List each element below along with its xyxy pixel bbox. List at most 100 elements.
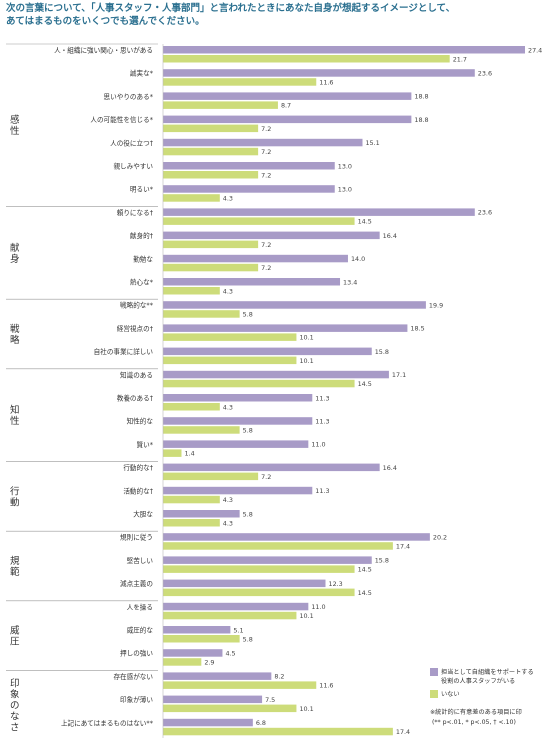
category-label: 上記にあてはまるものはない**	[61, 718, 154, 727]
bar-supported	[163, 602, 309, 611]
bar-not-supported	[163, 287, 220, 295]
value-label: 11.3	[315, 418, 329, 426]
category-label: 印象が薄い	[120, 695, 153, 704]
bar-supported	[163, 254, 348, 263]
value-label: 17.1	[392, 371, 406, 379]
bar-not-supported	[163, 217, 355, 225]
bar-not-supported	[163, 333, 297, 341]
bar-supported	[163, 649, 223, 657]
bar-not-supported	[163, 263, 259, 272]
value-label: 16.4	[383, 464, 397, 472]
category-label: 行動的な†	[123, 463, 153, 472]
category-label: 大胆な	[133, 510, 153, 519]
bar-not-supported	[163, 55, 450, 63]
bar-supported	[163, 115, 412, 124]
legend-swatch-supported	[430, 668, 438, 676]
bar-not-supported	[163, 147, 259, 156]
value-label: 10.1	[299, 705, 313, 713]
bar-supported	[163, 579, 326, 588]
legend-swatch-not-supported	[430, 690, 438, 698]
value-label: 14.5	[358, 380, 372, 388]
value-label: 5.8	[243, 427, 253, 435]
category-label: 明るい*	[130, 186, 154, 194]
category-label: 堅苦しい	[127, 556, 154, 565]
bar-not-supported	[163, 356, 297, 365]
bar-not-supported	[163, 495, 220, 504]
value-label: 11.3	[315, 487, 329, 495]
group-label-char: 知	[10, 404, 20, 416]
category-label: 賢い*	[137, 441, 154, 449]
bar-not-supported	[163, 426, 240, 434]
bar-not-supported	[163, 519, 220, 527]
category-label: 熱心な*	[130, 278, 154, 287]
bar-supported	[163, 533, 430, 541]
category-label: 知性的な	[127, 417, 154, 426]
bar-not-supported	[163, 611, 297, 620]
value-label: 7.5	[265, 696, 275, 704]
value-label: 2.9	[204, 659, 214, 667]
bar-not-supported	[163, 310, 240, 318]
value-label: 5.8	[243, 635, 253, 643]
category-label: 思いやりのある*	[104, 93, 154, 101]
value-label: 4.3	[223, 519, 233, 527]
group-label-char: 規	[10, 556, 20, 567]
value-label: 18.8	[414, 93, 428, 101]
value-label: 13.0	[338, 186, 352, 194]
group-label-char: の	[10, 701, 20, 712]
value-label: 14.5	[358, 566, 372, 574]
value-label: 14.0	[351, 255, 365, 263]
value-label: 21.7	[453, 55, 467, 63]
value-label: 15.8	[375, 557, 389, 565]
value-label: 17.4	[396, 543, 410, 551]
group-label-char: 戦	[10, 323, 20, 335]
value-label: 5.1	[233, 626, 243, 634]
bar-not-supported	[163, 472, 259, 481]
group-label-char: 感	[10, 114, 20, 126]
title-line-1: 次の言葉について、「人事スタッフ・人事部門」と言われたときにあなた自身が想起する…	[6, 3, 456, 14]
value-label: 5.8	[243, 510, 253, 518]
group-label-char: 性	[10, 125, 20, 137]
group-label-char: な	[10, 712, 20, 723]
value-label: 11.3	[315, 394, 329, 402]
significance-note-2: (** p<.01, * p<.05, † <.10)	[432, 719, 516, 726]
value-label: 16.4	[383, 232, 397, 240]
bar-supported	[163, 208, 475, 216]
bar-supported	[163, 69, 475, 77]
category-label: 威圧的な	[127, 626, 154, 635]
group-label-char: さ	[10, 723, 20, 734]
bar-not-supported	[163, 101, 278, 109]
bar-supported	[163, 463, 380, 472]
category-label: 頼りになる†	[117, 209, 154, 217]
category-label: 勤勉な	[133, 254, 153, 263]
bar-not-supported	[163, 565, 355, 573]
value-label: 7.2	[261, 264, 271, 272]
value-label: 20.2	[433, 534, 447, 542]
category-label: 献身的†	[130, 231, 154, 240]
bar-not-supported	[163, 403, 220, 411]
category-label: 存在感がない	[113, 672, 153, 681]
group-label-char: 威	[10, 625, 20, 637]
bar-supported	[163, 486, 313, 495]
bar-supported	[163, 556, 372, 564]
group-label-char: 範	[10, 566, 20, 578]
value-label: 4.3	[223, 403, 233, 411]
value-label: 8.2	[274, 673, 284, 681]
bar-not-supported	[163, 449, 182, 457]
title-line-2: あてはまるものをいくつでも選んでください。	[6, 16, 205, 27]
bar-not-supported	[163, 704, 297, 713]
legend-label-supported-1: 担当として自組織をサポートする	[441, 668, 534, 676]
bar-supported	[163, 417, 313, 425]
bar-not-supported	[163, 635, 240, 643]
value-label: 23.6	[478, 70, 492, 78]
category-label: 人を操る	[127, 602, 153, 611]
value-label: 6.8	[256, 719, 266, 727]
value-label: 7.2	[261, 171, 271, 179]
value-label: 13.0	[338, 162, 352, 170]
category-label: 誠実な*	[130, 69, 154, 78]
category-label: 親しみやすい	[113, 162, 153, 171]
value-label: 19.9	[429, 302, 443, 310]
bar-supported	[163, 278, 341, 286]
value-label: 11.0	[311, 603, 325, 611]
bar-supported	[163, 370, 389, 379]
